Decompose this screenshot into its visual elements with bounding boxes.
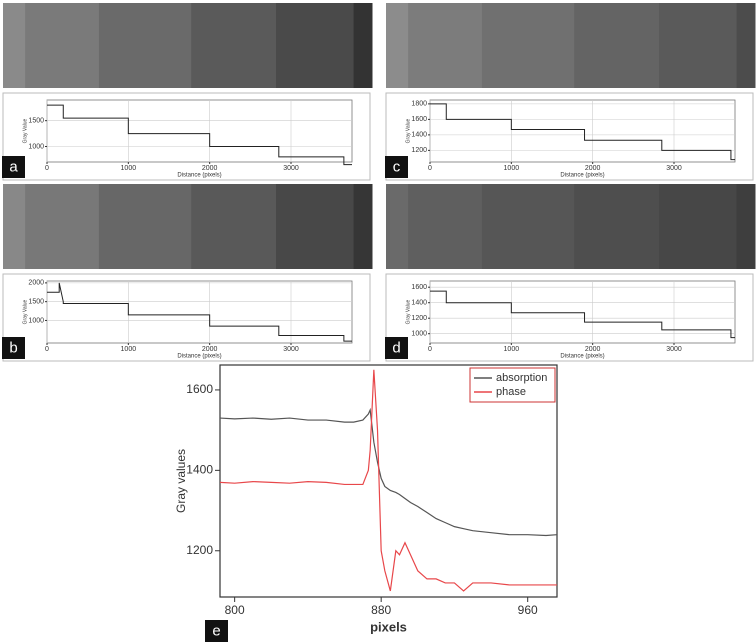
x-tick-label: 1000 [504, 346, 520, 353]
series-line [47, 104, 352, 166]
image-band [481, 184, 575, 269]
image-band [736, 3, 756, 88]
y-tick-label: 1200 [186, 543, 213, 557]
x-tick-label: 2000 [202, 165, 218, 172]
legend-label: phase [496, 386, 526, 398]
panel: 0 1000 2000 3000 1000 1200 1400 1600 Distance (p… [385, 184, 756, 362]
image-band [25, 3, 100, 88]
y-tick-label: 1200 [411, 315, 427, 322]
panel: 800 880 960 1200 1400 1600 pixels Gray values ab… [174, 364, 558, 642]
y-tick-label: 1500 [28, 118, 44, 125]
image-band [574, 3, 660, 88]
image-band [574, 184, 660, 269]
panel-label: e [212, 622, 220, 639]
panel-label-box [385, 337, 408, 359]
image-band [386, 3, 409, 88]
x-axis-label: pixels [370, 619, 407, 634]
y-tick-label: 1400 [411, 132, 427, 139]
y-tick-label: 1600 [411, 116, 427, 123]
x-axis-label: Distance (pixels) [560, 173, 604, 179]
y-axis-label: Gray Value [405, 118, 411, 143]
series-line [47, 282, 352, 342]
x-axis-label: Distance (pixels) [177, 173, 221, 179]
image-band [659, 3, 738, 88]
x-tick-label: 3000 [666, 165, 682, 172]
y-tick-label: 2000 [28, 280, 44, 287]
image-band [98, 184, 192, 269]
image-band [353, 184, 373, 269]
x-tick-label: 0 [428, 346, 432, 353]
series-line [430, 290, 735, 339]
image-band [736, 184, 756, 269]
panel-label: b [9, 339, 17, 356]
plot-area [46, 99, 353, 163]
image-band [191, 184, 277, 269]
x-tick-label: 3000 [283, 165, 299, 172]
x-tick-label: 0 [428, 165, 432, 172]
image-band [191, 3, 277, 88]
x-tick-label: 0 [45, 346, 49, 353]
panel-label: a [9, 158, 18, 175]
panel-label: d [392, 339, 400, 356]
panel-label-box [385, 156, 408, 178]
image-band [3, 184, 26, 269]
legend-label: absorption [496, 372, 547, 384]
y-axis-label: Gray values [174, 449, 188, 513]
x-axis-label: Distance (pixels) [560, 354, 604, 360]
plot-area [429, 99, 736, 163]
series-line [219, 369, 557, 592]
y-tick-label: 1000 [28, 317, 44, 324]
panel-label-box [2, 156, 25, 178]
x-axis-label: Distance (pixels) [177, 354, 221, 360]
x-tick-label: 2000 [202, 346, 218, 353]
panel-label-box [2, 337, 25, 359]
panel: 0 1000 2000 3000 1200 1400 1600 1800 Distance (p… [385, 3, 756, 181]
image-band [353, 3, 373, 88]
y-tick-label: 1600 [186, 382, 213, 396]
x-tick-label: 2000 [585, 346, 601, 353]
x-tick-label: 1000 [121, 165, 137, 172]
plot-area [429, 280, 736, 344]
image-band [481, 3, 575, 88]
y-tick-label: 1000 [411, 331, 427, 338]
plot-area [219, 364, 558, 598]
image-band [25, 184, 100, 269]
series-line [219, 407, 558, 537]
y-tick-label: 1500 [28, 299, 44, 306]
image-band [408, 184, 483, 269]
image-band [659, 184, 738, 269]
x-tick-label: 0 [45, 165, 49, 172]
image-band [276, 3, 355, 88]
y-axis-label: Gray Value [405, 299, 411, 324]
y-tick-label: 1400 [411, 300, 427, 307]
plot-area [46, 280, 353, 344]
legend-box [469, 367, 556, 403]
image-band [98, 3, 192, 88]
panel-label-box [205, 620, 228, 642]
x-tick-label: 1000 [121, 346, 137, 353]
x-tick-label: 960 [518, 603, 538, 617]
x-tick-label: 800 [225, 603, 245, 617]
x-tick-label: 3000 [283, 346, 299, 353]
image-band [408, 3, 483, 88]
x-tick-label: 3000 [666, 346, 682, 353]
y-axis-label: Gray Value [22, 299, 28, 324]
panel-label: c [393, 158, 401, 175]
y-tick-label: 1200 [411, 147, 427, 154]
y-tick-label: 1600 [411, 284, 427, 291]
panel: 0 1000 2000 3000 1000 1500 Distance (pixels) Gr… [2, 3, 373, 181]
y-tick-label: 1000 [28, 143, 44, 150]
image-band [276, 184, 355, 269]
image-band [386, 184, 409, 269]
y-axis-label: Gray Value [22, 118, 28, 143]
x-tick-label: 2000 [585, 165, 601, 172]
y-tick-label: 1400 [186, 463, 213, 477]
image-band [3, 3, 26, 88]
x-tick-label: 1000 [504, 165, 520, 172]
y-tick-label: 1800 [411, 101, 427, 108]
x-tick-label: 880 [371, 603, 391, 617]
series-line [430, 103, 735, 161]
